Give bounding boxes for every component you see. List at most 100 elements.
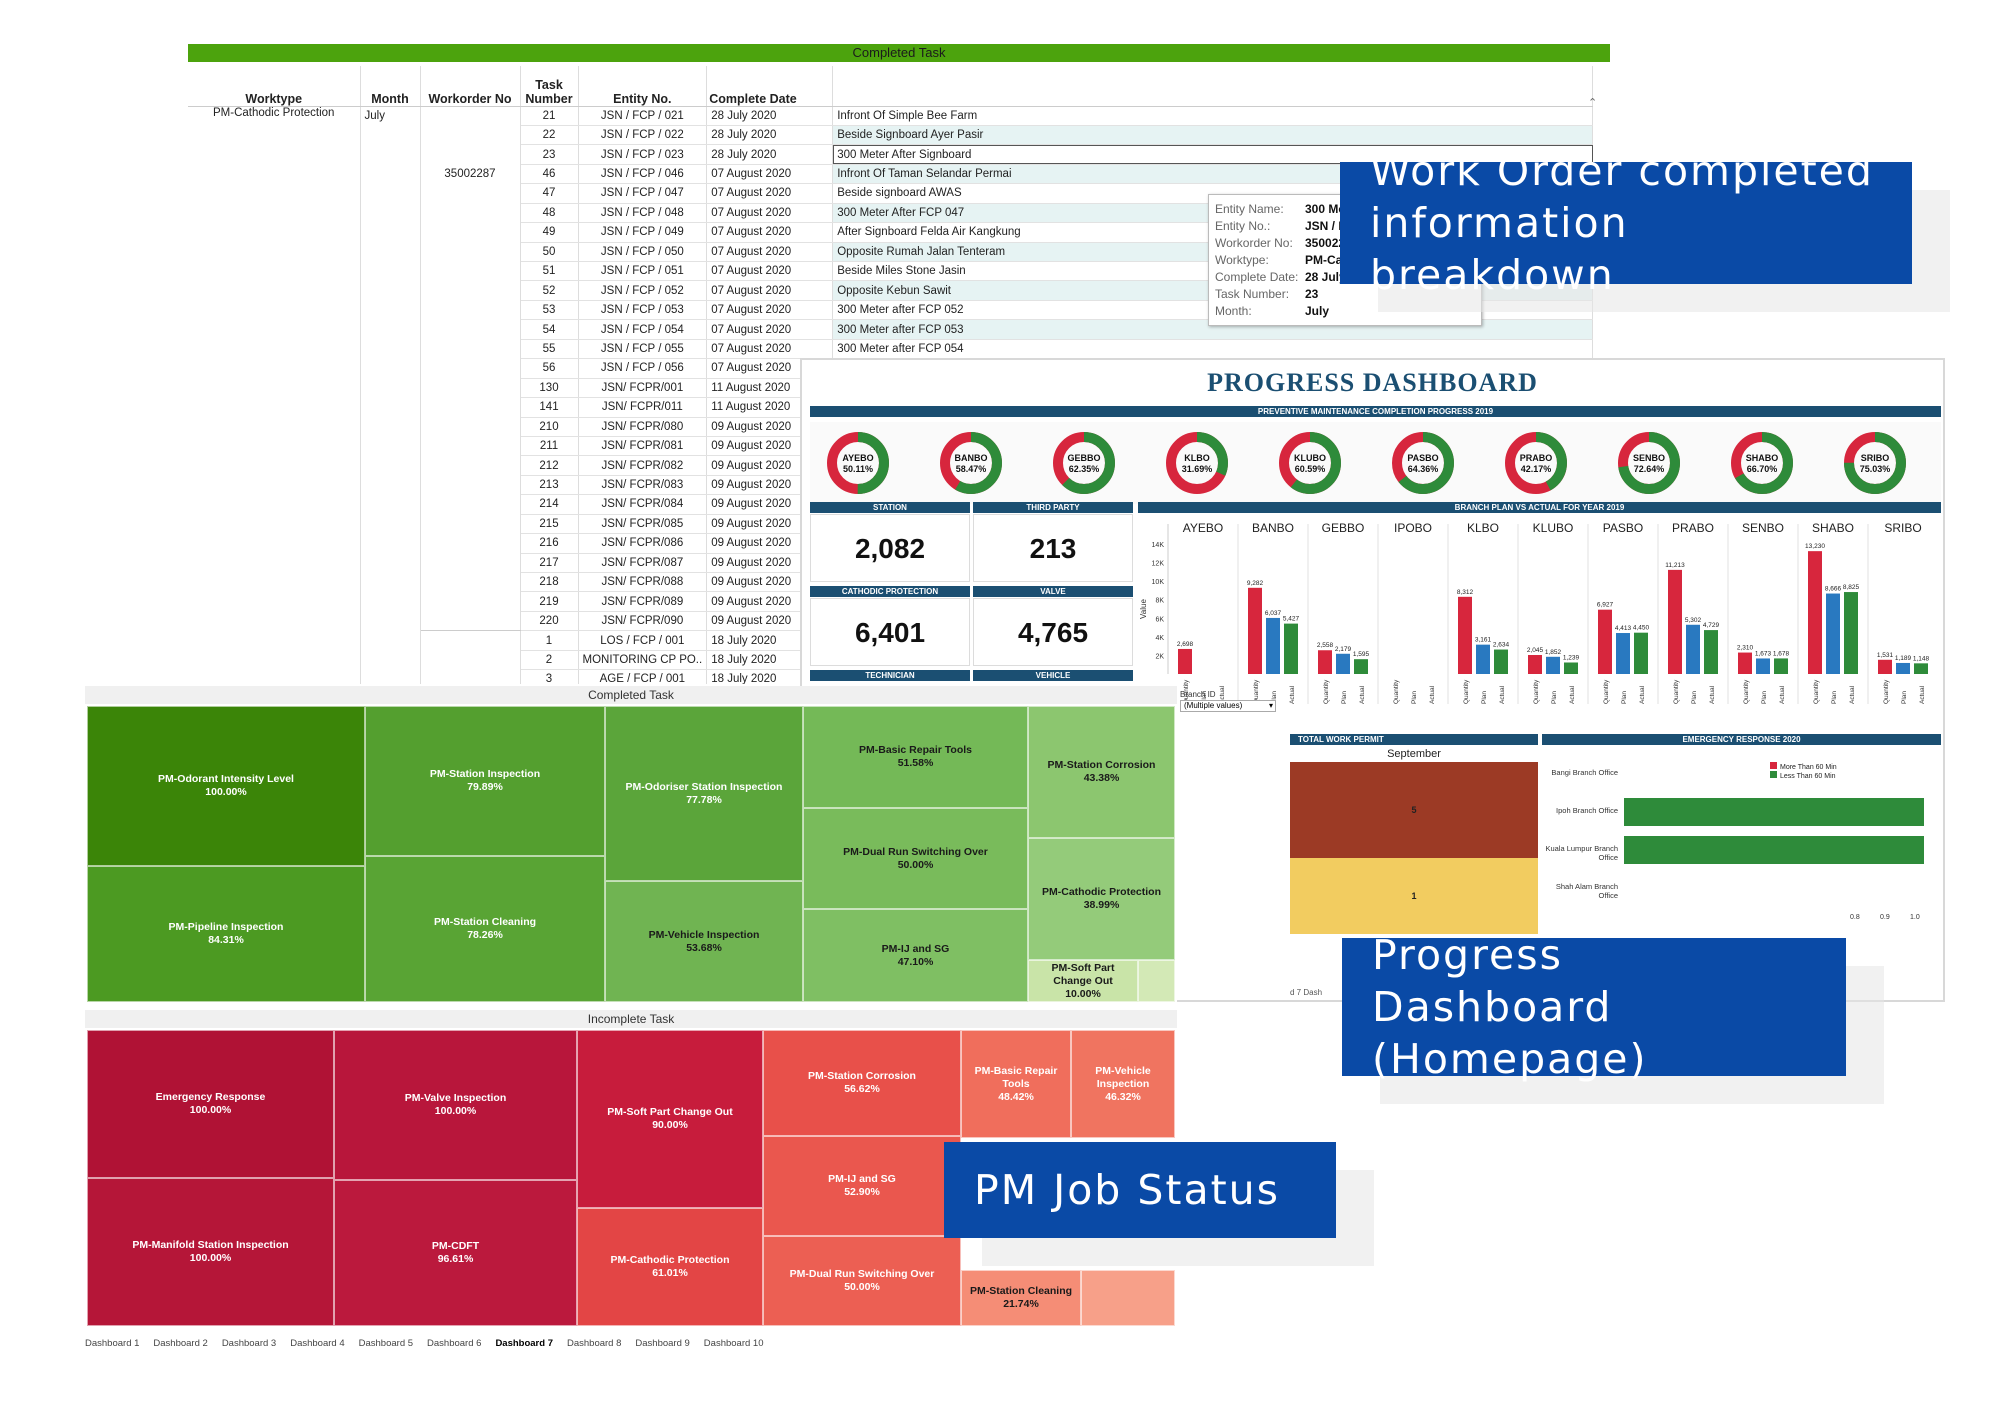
header-complete-date[interactable]: Complete Date xyxy=(706,66,834,107)
treemap-cell[interactable]: PM-Dual Run Switching Over 50.00% xyxy=(763,1236,961,1326)
donut-pasbo[interactable]: PASBO 64.36% xyxy=(1391,431,1455,495)
bar-plan[interactable] xyxy=(1826,593,1840,674)
bar-actual[interactable] xyxy=(1704,630,1718,674)
donut-klubo[interactable]: KLUBO 60.59% xyxy=(1278,431,1342,495)
cell-task-number: 1 xyxy=(520,630,579,651)
treemap-cell[interactable]: PM-Station Corrosion 43.38% xyxy=(1028,706,1175,838)
table-row[interactable]: 55 JSN / FCP / 055 07 August 2020 300 Meter… xyxy=(188,339,1594,360)
dashboard-tab[interactable]: Dashboard 10 xyxy=(703,1338,764,1349)
header-worktype[interactable]: Worktype xyxy=(188,66,361,107)
bar-quantity[interactable] xyxy=(1668,569,1682,674)
bar-quantity[interactable] xyxy=(1178,648,1192,674)
bar-quantity[interactable] xyxy=(1458,596,1472,674)
bar-actual[interactable] xyxy=(1564,662,1578,674)
treemap-cell[interactable]: PM-Pipeline Inspection 84.31% xyxy=(87,866,365,1002)
dashboard-tab[interactable]: Dashboard 8 xyxy=(566,1338,622,1349)
cell-entity-no: JSN/ FCPR/080 xyxy=(578,417,708,437)
bar-actual[interactable] xyxy=(1914,663,1928,674)
treemap-cell[interactable]: PM-Manifold Station Inspection 100.00% xyxy=(87,1178,334,1326)
bar-plan[interactable] xyxy=(1546,656,1560,674)
bar-plan[interactable] xyxy=(1616,633,1630,674)
table-row[interactable]: PM-Cathodic Protection July 21 JSN / FCP / … xyxy=(188,106,1594,126)
treemap-cell[interactable]: PM-IJ and SG 47.10% xyxy=(803,909,1028,1002)
cell-workorder xyxy=(420,611,521,632)
treemap-cell[interactable]: PM-Vehicle Inspection 46.32% xyxy=(1071,1030,1175,1138)
table-row[interactable]: 22 JSN / FCP / 022 28 July 2020 Beside Sign… xyxy=(188,125,1594,146)
bar-quantity[interactable] xyxy=(1878,659,1892,674)
bar-quantity[interactable] xyxy=(1248,587,1262,674)
donut-shabo[interactable]: SHABO 66.70% xyxy=(1730,431,1794,495)
donut-senbo[interactable]: SENBO 72.64% xyxy=(1617,431,1681,495)
treemap-cell[interactable]: PM-Valve Inspection 100.00% xyxy=(334,1030,577,1180)
donut-pct: 60.59% xyxy=(1294,464,1326,474)
bar-actual[interactable] xyxy=(1774,658,1788,674)
bar-actual[interactable] xyxy=(1284,623,1298,674)
dashboard-tab[interactable]: Dashboard 4 xyxy=(290,1338,345,1349)
bar-plan[interactable] xyxy=(1476,644,1490,674)
dashboard-tab[interactable]: Dashboard 2 xyxy=(153,1338,208,1349)
treemap-cell[interactable]: PM-Odoriser Station Inspection 77.78% xyxy=(605,706,803,881)
bar-quantity[interactable] xyxy=(1738,652,1752,674)
treemap-cell[interactable]: PM-Station Cleaning 78.26% xyxy=(365,856,605,1002)
dashboard-tab[interactable]: Dashboard 7 xyxy=(495,1338,553,1349)
treemap-cell[interactable]: PM-Station Inspection 79.89% xyxy=(365,706,605,856)
bar-actual[interactable] xyxy=(1634,632,1648,674)
donut-banbo[interactable]: BANBO 58.47% xyxy=(939,431,1003,495)
bar-quantity[interactable] xyxy=(1528,655,1542,674)
cell-entity-no: JSN/ FCPR/083 xyxy=(578,475,708,496)
dashboard-tab[interactable]: Dashboard 3 xyxy=(221,1338,277,1349)
treemap-cell[interactable]: PM-Basic Repair Tools 51.58% xyxy=(803,706,1028,808)
scroll-up-icon[interactable]: ⌃ xyxy=(1588,97,1598,109)
bar-quantity[interactable] xyxy=(1808,551,1822,674)
work-permit-block-1[interactable]: 5 xyxy=(1290,762,1538,858)
donut-klbo[interactable]: KLBO 31.69% xyxy=(1165,431,1229,495)
bar-quantity[interactable] xyxy=(1598,609,1612,674)
bar-plan[interactable] xyxy=(1896,662,1910,674)
bar-quantity[interactable] xyxy=(1318,650,1332,674)
bar-plan[interactable] xyxy=(1686,624,1700,674)
donut-prabo[interactable]: PRABO 42.17% xyxy=(1504,431,1568,495)
treemap-cell[interactable]: PM-Station Corrosion 56.62% xyxy=(763,1030,961,1136)
header-workorder[interactable]: Workorder No xyxy=(420,66,521,107)
emergency-bar[interactable] xyxy=(1624,798,1924,826)
treemap-cell[interactable]: PM-CDFT 96.61% xyxy=(334,1180,577,1326)
dashboard-tab[interactable]: Dashboard 9 xyxy=(635,1338,690,1349)
treemap-cell[interactable]: PM-Station Cleaning 21.74% xyxy=(961,1270,1081,1326)
treemap-cell[interactable]: PM-Odorant Intensity Level 100.00% xyxy=(87,706,365,866)
cell-task-number: 53 xyxy=(520,300,579,321)
cell-worktype xyxy=(188,261,361,281)
treemap-cell[interactable] xyxy=(1081,1270,1175,1326)
dashboard-tab[interactable]: Dashboard 1 xyxy=(85,1338,140,1349)
treemap-cell[interactable]: Emergency Response 100.00% xyxy=(87,1030,334,1178)
dashboard-tab[interactable]: Dashboard 5 xyxy=(358,1338,414,1349)
treemap-cell[interactable] xyxy=(1138,960,1175,1002)
header-task-number[interactable]: Task Number xyxy=(520,66,579,107)
treemap-cell[interactable]: PM-Soft Part Change Out 90.00% xyxy=(577,1030,763,1208)
bar-actual[interactable] xyxy=(1494,649,1508,674)
branch-filter-select[interactable]: (Multiple values) ▾ xyxy=(1180,700,1276,712)
treemap-cell[interactable]: PM-Cathodic Protection 61.01% xyxy=(577,1208,763,1326)
emergency-bar[interactable] xyxy=(1624,836,1924,864)
treemap-cell[interactable]: PM-IJ and SG 52.90% xyxy=(763,1136,961,1236)
treemap-cell[interactable]: PM-Soft Part Change Out 10.00% xyxy=(1028,960,1138,1002)
treemap-cell[interactable]: PM-Basic Repair Tools 48.42% xyxy=(961,1030,1071,1138)
treemap-cell[interactable]: PM-Dual Run Switching Over 50.00% xyxy=(803,808,1028,909)
work-permit-block-2[interactable]: 1 xyxy=(1290,858,1538,934)
permit-tabs-fragment[interactable]: d 7 Dash xyxy=(1290,988,1323,997)
donut-gebbo[interactable]: GEBBO 62.35% xyxy=(1052,431,1116,495)
bar-actual[interactable] xyxy=(1844,592,1858,674)
bar-actual[interactable] xyxy=(1354,659,1368,674)
treemap-cell[interactable]: PM-Vehicle Inspection 53.68% xyxy=(605,881,803,1002)
donut-ayebo[interactable]: AYEBO 50.11% xyxy=(826,431,890,495)
bar-plan[interactable] xyxy=(1266,617,1280,674)
dashboard-tab[interactable]: Dashboard 6 xyxy=(427,1338,482,1349)
cell-month xyxy=(360,280,421,301)
bar-plan[interactable] xyxy=(1756,658,1770,674)
donut-sribo[interactable]: SRIBO 75.03% xyxy=(1843,431,1907,495)
cell-worktype xyxy=(188,650,361,670)
treemap-cell[interactable]: PM-Cathodic Protection 38.99% xyxy=(1028,838,1175,960)
header-entity-no[interactable]: Entity No. xyxy=(578,66,708,107)
table-row[interactable]: 23 JSN / FCP / 023 28 July 2020 300 Meter A… xyxy=(188,144,1594,165)
bar-plan[interactable] xyxy=(1336,653,1350,674)
header-month[interactable]: Month xyxy=(360,66,421,107)
